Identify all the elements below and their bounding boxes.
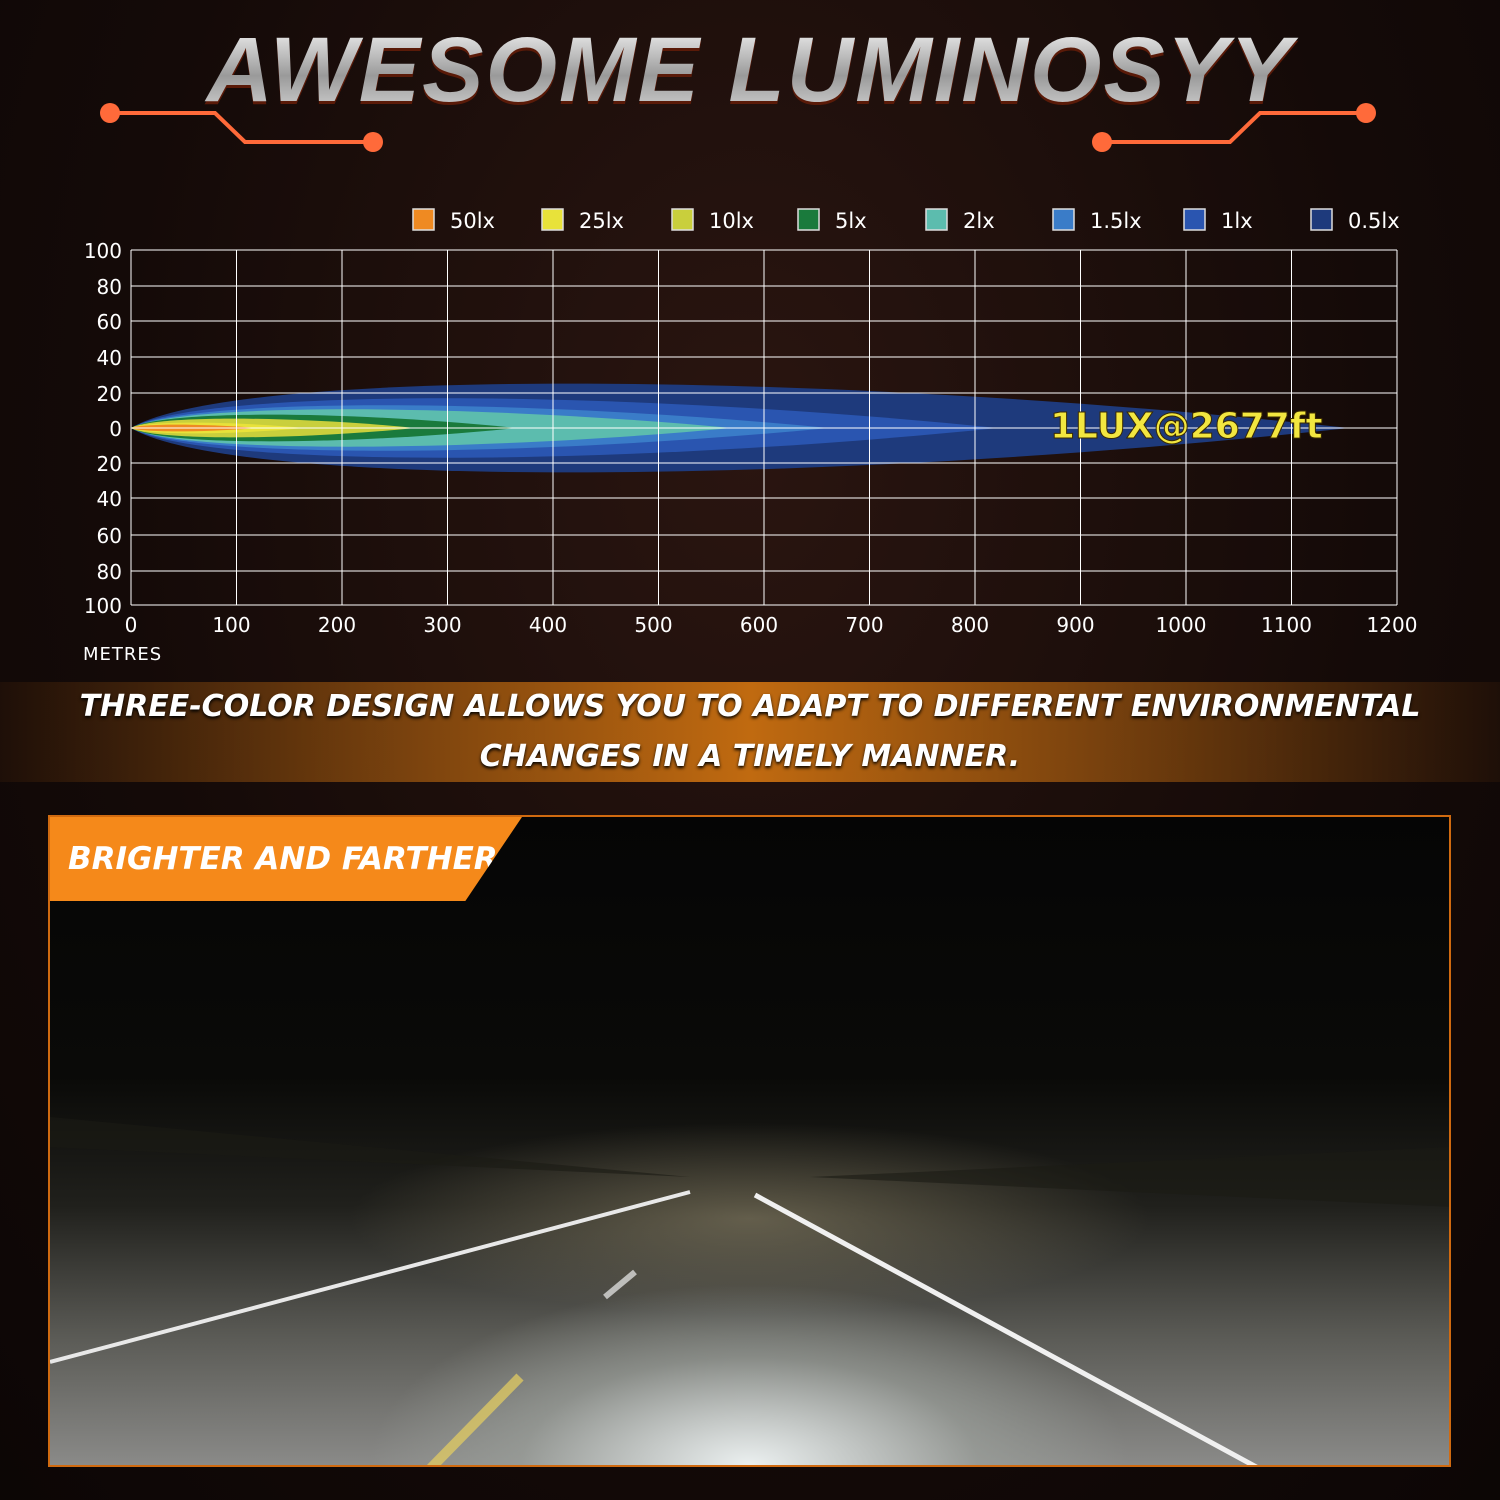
x-tick-label: 100 [212, 613, 250, 637]
y-tick-label: 60 [97, 310, 122, 334]
banner-line-2: CHANGES IN A TIMELY MANNER. [479, 739, 1021, 774]
legend-label: 2lx [963, 209, 995, 233]
x-tick-label: 900 [1056, 613, 1094, 637]
page-title: AWESOME LUMINOSYY [0, 18, 1500, 123]
y-tick-label: 0 [109, 417, 122, 441]
title-decoration [100, 103, 1376, 152]
y-tick-label: 80 [97, 560, 122, 584]
y-tick-label: 60 [97, 524, 122, 548]
legend-swatch-2lx [925, 208, 948, 231]
y-tick-label: 80 [97, 275, 122, 299]
legend-swatch-25lx [541, 208, 564, 231]
legend-label: 0.5lx [1348, 209, 1400, 233]
photo-tag: BRIGHTER AND FARTHER [50, 817, 522, 901]
legend-swatch-1lx [1183, 208, 1206, 231]
legend-swatch-50lx [412, 208, 435, 231]
x-tick-label: 400 [529, 613, 567, 637]
y-tick-label: 40 [97, 346, 122, 370]
y-tick-label: 20 [97, 382, 122, 406]
y-tick-label: 20 [97, 452, 122, 476]
legend-label: 10lx [709, 209, 754, 233]
x-tick-label: 200 [318, 613, 356, 637]
legend-label: 1.5lx [1090, 209, 1142, 233]
x-axis-label: METRES [83, 644, 162, 665]
legend-swatch-1.5lx [1052, 208, 1075, 231]
legend-label: 5lx [835, 209, 867, 233]
legend-label: 50lx [450, 209, 495, 233]
x-tick-label: 600 [740, 613, 778, 637]
feature-banner: THREE-COLOR DESIGN ALLOWS YOU TO ADAPT T… [0, 682, 1500, 782]
x-tick-label: 300 [423, 613, 461, 637]
night-road-photo: BRIGHTER AND FARTHER [48, 815, 1451, 1467]
x-tick-label: 800 [951, 613, 989, 637]
x-tick-label: 0 [125, 613, 138, 637]
legend-swatch-5lx [797, 208, 820, 231]
legend-swatch-0.5lx [1310, 208, 1333, 231]
banner-line-1: THREE-COLOR DESIGN ALLOWS YOU TO ADAPT T… [79, 689, 1421, 724]
legend-label: 1lx [1221, 209, 1253, 233]
x-tick-label: 500 [634, 613, 672, 637]
x-tick-label: 1200 [1367, 613, 1418, 637]
x-tick-label: 700 [845, 613, 883, 637]
y-tick-label: 40 [97, 487, 122, 511]
legend-swatch-10lx [671, 208, 694, 231]
y-tick-label: 100 [84, 239, 122, 263]
y-tick-label: 100 [84, 594, 122, 618]
annotation-1lux: 1LUX@2677ft [1050, 406, 1323, 447]
legend-label: 25lx [579, 209, 624, 233]
x-tick-label: 1100 [1261, 613, 1312, 637]
x-tick-label: 1000 [1156, 613, 1207, 637]
road-illustration [50, 1117, 1449, 1465]
